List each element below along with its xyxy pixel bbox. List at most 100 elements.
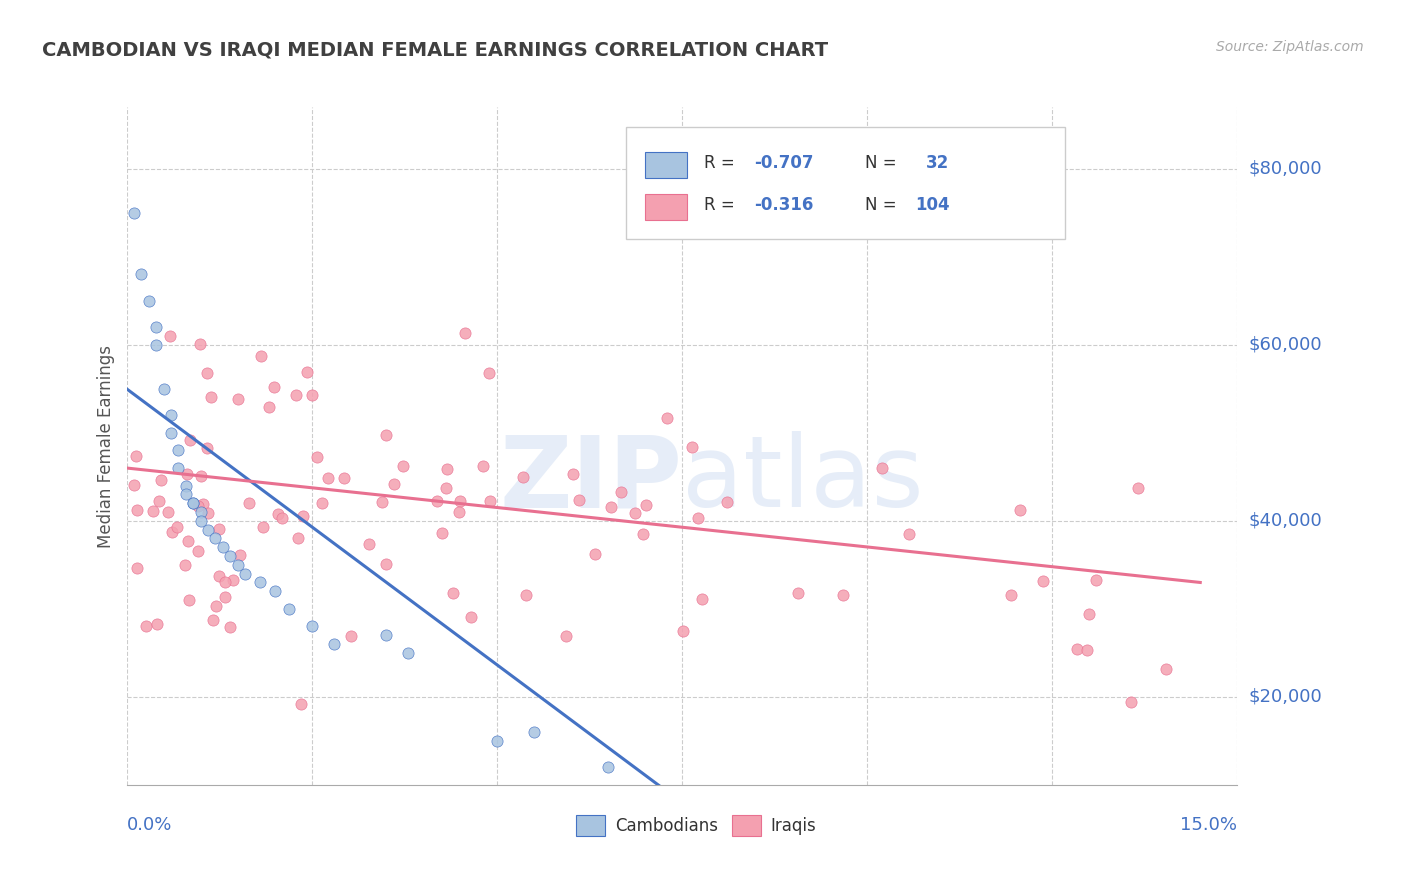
Point [441,585,464,599]
Point [512,470,534,484]
Point [396,646,419,660]
Point [292,508,315,523]
Point [290,697,312,711]
Point [197,523,219,537]
Point [167,443,190,458]
Point [160,408,183,422]
Point [127,503,149,517]
Point [148,493,170,508]
Point [301,388,323,402]
Text: -0.707: -0.707 [754,154,814,172]
Point [208,569,231,583]
Text: Iraqis: Iraqis [770,817,817,835]
Text: 32: 32 [927,154,949,172]
Point [1156,662,1178,676]
Point [1121,695,1143,709]
Point [1066,642,1088,657]
Point [177,592,200,607]
Point [249,349,271,363]
Point [181,496,204,510]
Point [135,619,157,633]
Point [426,493,449,508]
Point [561,467,583,482]
Point [339,628,361,642]
Text: $20,000: $20,000 [1249,688,1322,706]
Point [204,532,226,546]
Point [218,620,240,634]
Point [252,520,274,534]
Point [307,450,329,465]
Point [190,505,212,519]
Point [624,507,647,521]
Text: 15.0%: 15.0% [1180,815,1237,833]
Point [375,557,398,571]
Text: $80,000: $80,000 [1249,160,1322,178]
Point [682,441,704,455]
Point [555,629,578,643]
FancyBboxPatch shape [576,815,605,836]
Text: $60,000: $60,000 [1249,335,1322,354]
Text: 0.0%: 0.0% [127,815,172,833]
Point [359,537,381,551]
Point [249,575,271,590]
Point [145,320,167,334]
Point [295,365,318,379]
Point [568,493,591,508]
Point [167,461,190,475]
Point [432,525,454,540]
FancyBboxPatch shape [645,153,688,178]
Point [371,495,394,509]
Point [229,548,252,562]
Point [787,586,810,600]
Point [301,619,323,633]
Point [174,487,197,501]
Point [166,520,188,534]
Point [208,522,231,536]
Point [202,613,225,627]
Text: N =: N = [865,196,903,214]
Point [195,366,218,380]
Point [1078,607,1101,621]
Point [124,449,146,463]
Point [221,573,243,587]
Point [197,506,219,520]
Point [150,473,173,487]
Point [193,497,215,511]
Point [434,481,457,495]
FancyBboxPatch shape [627,128,1066,239]
Text: $40,000: $40,000 [1249,512,1322,530]
Point [485,734,508,748]
Point [259,401,281,415]
Point [672,624,695,639]
Point [322,637,344,651]
Point [596,760,619,774]
FancyBboxPatch shape [645,194,688,220]
Point [200,390,222,404]
Point [205,599,228,613]
FancyBboxPatch shape [733,815,761,836]
Text: -0.316: -0.316 [754,196,814,214]
Point [657,411,679,425]
Point [190,468,212,483]
Point [177,534,200,549]
Point [146,616,169,631]
Point [454,326,477,340]
Point [1032,574,1054,589]
Point [159,329,181,343]
Point [188,337,211,351]
Point [238,496,260,510]
Point [181,496,204,510]
Text: Cambodians: Cambodians [616,817,718,835]
Point [832,589,855,603]
Point [226,392,249,407]
Point [287,532,309,546]
Point [631,527,654,541]
Point [449,505,471,519]
Point [142,504,165,518]
Text: CAMBODIAN VS IRAQI MEDIAN FEMALE EARNINGS CORRELATION CHART: CAMBODIAN VS IRAQI MEDIAN FEMALE EARNING… [42,40,828,59]
Point [173,558,195,573]
Point [211,541,233,555]
Point [1000,588,1022,602]
Text: 104: 104 [915,196,950,214]
Point [332,471,354,485]
